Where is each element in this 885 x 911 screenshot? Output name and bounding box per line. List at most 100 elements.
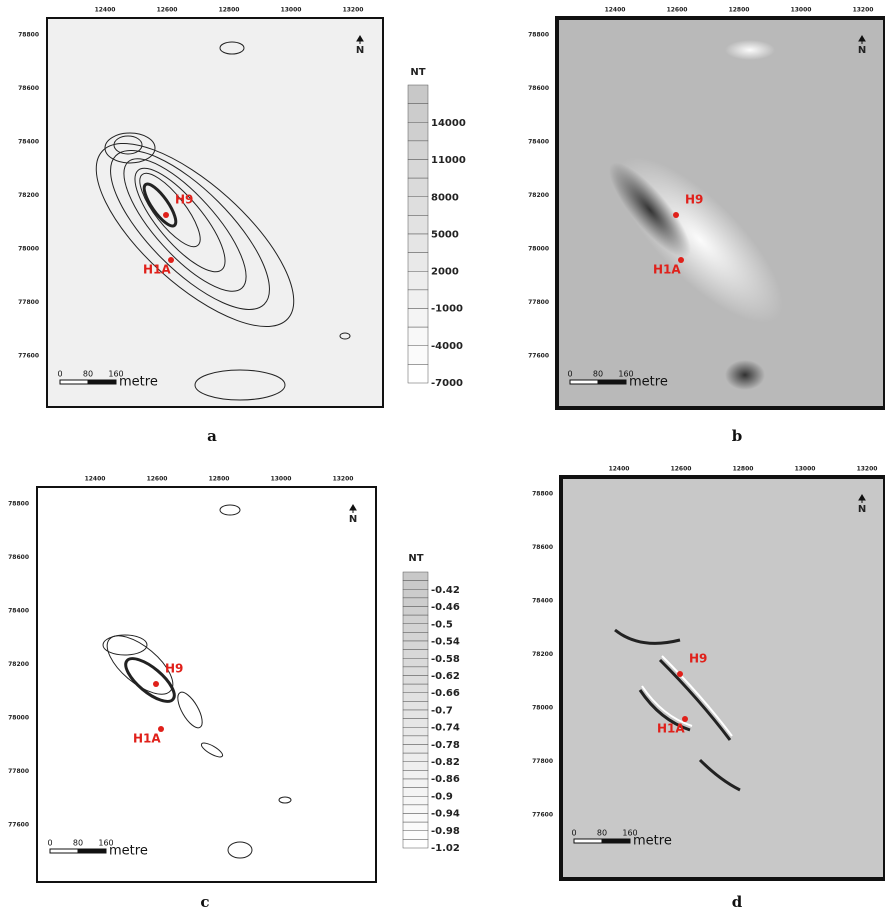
scale-label: 80: [597, 829, 607, 838]
colorbar-step: [407, 364, 429, 384]
colorbar-step: [402, 571, 429, 581]
colorbar-label: -0.9: [431, 791, 453, 802]
contours: [102, 504, 292, 859]
map-frame: [46, 17, 384, 408]
colorbar-step: [407, 289, 429, 309]
colorbar-label: -1.02: [431, 843, 460, 854]
x-tick-label: 13200: [853, 7, 874, 14]
map-frame: [556, 17, 885, 409]
colorbar-step: [402, 830, 429, 840]
colorbar-step: [407, 271, 429, 291]
colorbar-label: -0.46: [431, 602, 460, 613]
colorbar-step: [402, 701, 429, 711]
x-tick-label: 12600: [157, 7, 178, 14]
north-label: N: [858, 504, 866, 515]
well-marker: [677, 671, 683, 677]
well-marker: [158, 726, 164, 732]
colorbar-step: [407, 326, 429, 346]
scale-bar: [573, 838, 603, 844]
colorbar-step: [402, 580, 429, 590]
scale-bar: [601, 838, 631, 844]
x-tick-label: 12600: [671, 466, 692, 473]
colorbar-step: [407, 345, 429, 365]
colorbar-step: [402, 761, 429, 771]
panel-label: b: [732, 427, 743, 445]
well-marker: [678, 257, 684, 263]
north-label: N: [349, 514, 357, 525]
scale-unit: metre: [109, 844, 148, 859]
scale-label: 0: [567, 370, 572, 379]
x-tick-label: 13000: [791, 7, 812, 14]
y-tick-label: 78600: [528, 85, 549, 92]
scale-label: 80: [73, 839, 83, 848]
x-tick-label: 13200: [333, 476, 354, 483]
y-tick-label: 78600: [532, 544, 553, 551]
y-tick-label: 78400: [532, 598, 553, 605]
colorbar-label: -0.5: [431, 619, 453, 630]
colorbar-label: -0.66: [431, 688, 460, 699]
scale-label: 80: [593, 370, 603, 379]
colorbar-step: [407, 177, 429, 197]
colorbar-step: [402, 606, 429, 616]
shade: [725, 40, 775, 60]
colorbar-step: [407, 159, 429, 179]
colorbar-label: 11000: [431, 155, 466, 166]
colorbar-step: [402, 839, 429, 849]
colorbar-label: 14000: [431, 118, 466, 129]
y-tick-label: 78200: [18, 192, 39, 199]
colorbar-label: -0.94: [431, 809, 460, 820]
colorbar-step: [407, 252, 429, 272]
colorbar-step: [402, 770, 429, 780]
colorbar-step: [402, 752, 429, 762]
colorbar-label: 8000: [431, 192, 459, 203]
x-tick-label: 12400: [609, 466, 630, 473]
colorbar-label: -0.82: [431, 757, 460, 768]
colorbar-label: 2000: [431, 267, 459, 278]
colorbar-step: [402, 735, 429, 745]
map-background: [37, 487, 376, 882]
y-tick-label: 77800: [532, 758, 553, 765]
colorbar-label: -4000: [431, 341, 463, 352]
map-frame: [36, 486, 377, 883]
colorbar-label: -0.7: [431, 705, 453, 716]
well-marker: [682, 716, 688, 722]
well-marker: [168, 257, 174, 263]
shade: [725, 360, 765, 390]
colorbar-label: -7000: [431, 378, 463, 389]
y-tick-label: 77800: [528, 299, 549, 306]
colorbar-step: [402, 675, 429, 685]
colorbar-label: -0.54: [431, 637, 460, 648]
scale-bar: [597, 379, 627, 385]
north-arrow: [858, 494, 866, 503]
colorbar-step: [402, 821, 429, 831]
x-tick-label: 13200: [343, 7, 364, 14]
colorbar-step: [407, 84, 429, 104]
x-tick-label: 12800: [729, 7, 750, 14]
scale-label: 0: [57, 370, 62, 379]
colorbar-step: [402, 744, 429, 754]
x-tick-label: 12600: [667, 7, 688, 14]
colorbar-step: [407, 308, 429, 328]
y-tick-label: 78400: [8, 608, 29, 615]
scale-unit: metre: [629, 375, 668, 390]
scale-unit: metre: [633, 834, 672, 849]
colorbar-step: [402, 796, 429, 806]
y-tick-label: 77800: [18, 299, 39, 306]
colorbar-label: -0.98: [431, 826, 460, 837]
y-tick-label: 78800: [532, 491, 553, 498]
y-tick-label: 78200: [8, 661, 29, 668]
x-tick-label: 12400: [85, 476, 106, 483]
panel-label: c: [200, 893, 209, 911]
colorbar-step: [402, 649, 429, 659]
scale-bar: [87, 379, 117, 385]
well-label: H9: [685, 193, 703, 207]
colorbar-step: [402, 589, 429, 599]
well-marker: [153, 681, 159, 687]
y-tick-label: 78000: [532, 705, 553, 712]
scale-label: 160: [108, 370, 123, 379]
colorbar-label: -0.42: [431, 585, 460, 596]
colorbar-step: [407, 122, 429, 142]
colorbar-label: -0.78: [431, 740, 460, 751]
colorbar-step: [402, 658, 429, 668]
scale-unit: metre: [119, 375, 158, 390]
